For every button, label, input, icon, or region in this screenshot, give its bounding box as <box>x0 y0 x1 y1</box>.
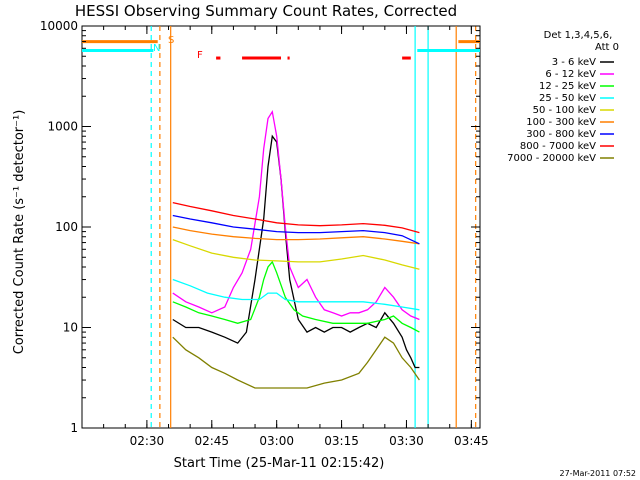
chart-title: HESSI Observing Summary Count Rates, Cor… <box>75 2 457 20</box>
x-tick-label: 02:45 <box>194 434 229 448</box>
x-tick-label: 03:30 <box>389 434 424 448</box>
series-line <box>172 278 420 311</box>
flag-label: S <box>168 35 174 46</box>
x-tick-label: 02:30 <box>130 434 165 448</box>
flag-label: N <box>153 43 160 54</box>
y-tick-label: 1000 <box>47 120 78 134</box>
plot-frame <box>81 25 481 429</box>
legend-label: 800 - 7000 keV <box>520 141 596 152</box>
flag-label: F <box>197 50 203 61</box>
legend-label: 50 - 100 keV <box>533 105 597 116</box>
legend-label: 300 - 800 keV <box>526 129 596 140</box>
plot-area: SN F <box>81 25 481 429</box>
legend-label: 100 - 300 keV <box>526 117 596 128</box>
series-line <box>172 110 420 321</box>
legend-label: 12 - 25 keV <box>539 81 596 92</box>
series-line <box>172 134 420 369</box>
legend-label: 3 - 6 keV <box>552 57 596 68</box>
footer-timestamp: 27-Mar-2011 07:52 <box>560 469 637 478</box>
x-tick-label: 03:00 <box>259 434 294 448</box>
legend-label: 25 - 50 keV <box>539 93 596 104</box>
series-line <box>172 260 420 333</box>
series-line <box>172 214 420 245</box>
legend-label: 7000 - 20000 keV <box>507 153 596 164</box>
y-tick-label: 100 <box>55 220 78 234</box>
series-line <box>172 226 420 245</box>
series-line <box>172 238 420 270</box>
legend-header: Det 1,3,4,5,6, <box>544 30 613 41</box>
legend-label: 6 - 12 keV <box>545 69 596 80</box>
y-axis: 1 10 100 1000 10000 <box>40 19 480 435</box>
y-tick-label: 1 <box>70 421 78 435</box>
x-axis-label: Start Time (25-Mar-11 02:15:42) <box>174 456 385 471</box>
x-axis: 02:30 02:45 03:00 03:15 03:30 03:45 <box>103 26 489 448</box>
y-tick-label: 10000 <box>40 19 78 33</box>
x-tick-label: 03:15 <box>324 434 359 448</box>
x-tick-label: 03:45 <box>454 434 489 448</box>
y-axis-label: Corrected Count Rate (s⁻¹ detector⁻¹) <box>12 110 27 355</box>
series-line <box>172 336 420 389</box>
y-tick-label: 10 <box>63 321 78 335</box>
series-line <box>172 201 420 234</box>
legend-header: Att 0 <box>595 42 619 53</box>
